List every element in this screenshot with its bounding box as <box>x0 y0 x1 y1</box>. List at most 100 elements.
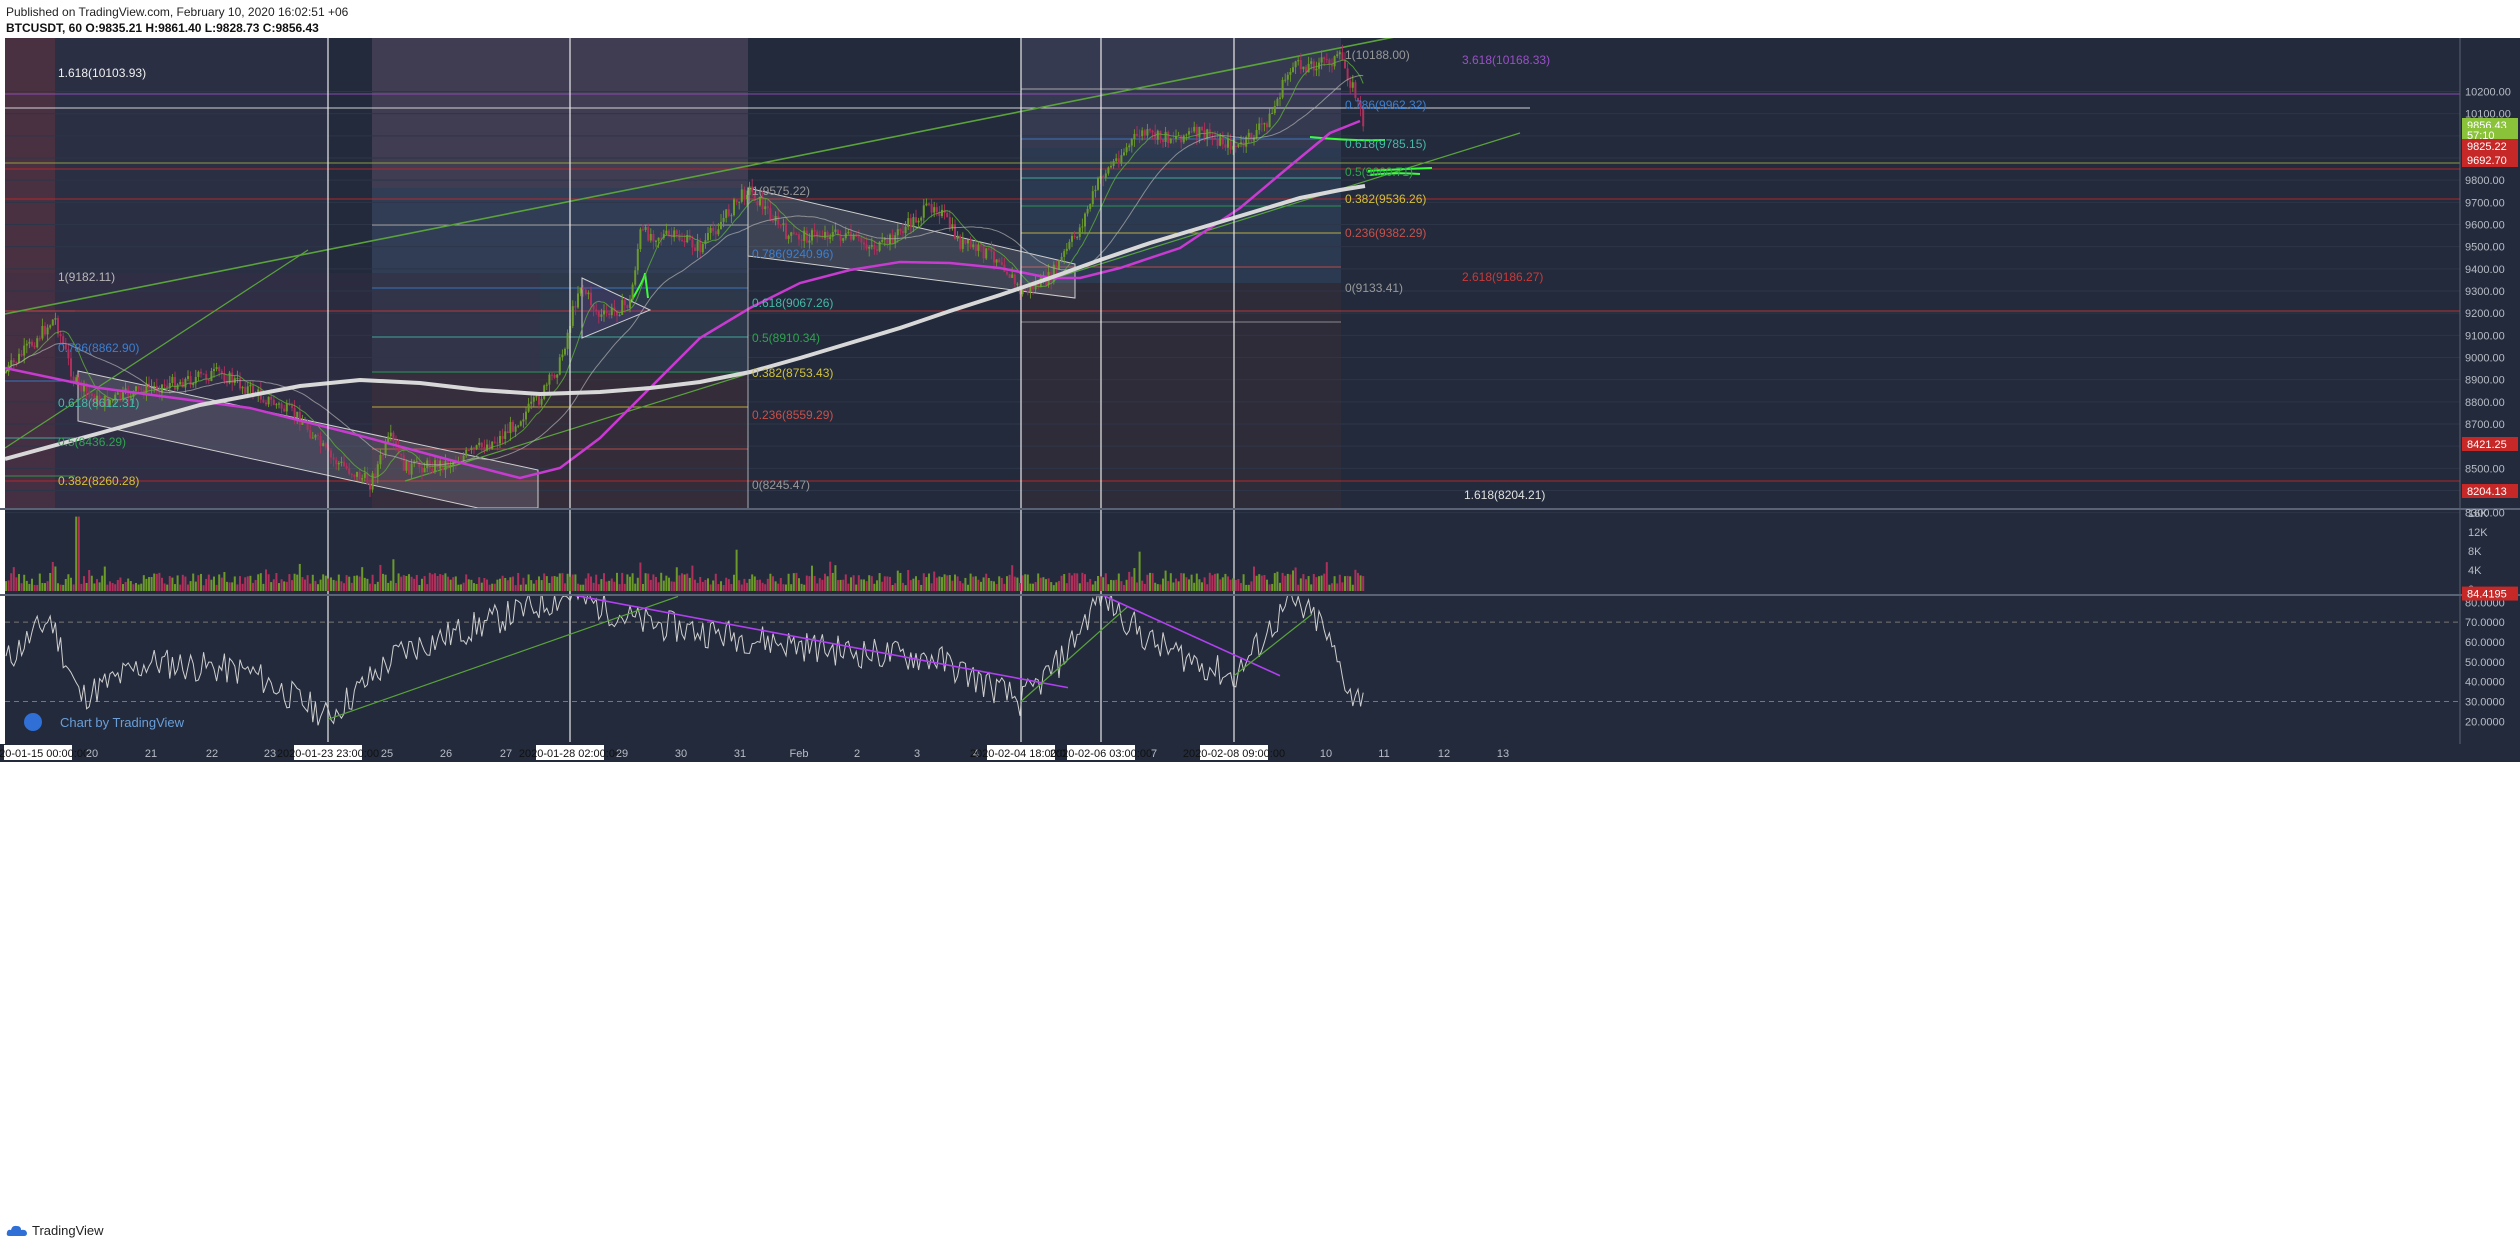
candle-body <box>465 449 468 456</box>
candle-body <box>683 241 686 243</box>
candle <box>275 402 278 409</box>
candle <box>1276 97 1279 107</box>
candle <box>1177 131 1180 137</box>
candle-body <box>306 422 309 430</box>
volume-bar <box>1273 573 1276 591</box>
candle-body <box>405 461 408 471</box>
volume-bar <box>397 573 400 591</box>
volume-bar <box>202 585 205 591</box>
candle-body <box>101 404 104 407</box>
volume-bar <box>98 582 101 591</box>
candle-body <box>392 432 395 442</box>
candle-body <box>707 232 709 241</box>
volume-bar <box>564 583 566 591</box>
candle <box>1359 95 1362 117</box>
candle <box>577 286 579 309</box>
candle <box>1065 243 1068 255</box>
candle <box>938 205 941 224</box>
candle-body <box>402 455 405 471</box>
candle <box>642 224 644 232</box>
candle <box>1190 127 1193 134</box>
volume-bar <box>103 566 106 591</box>
candle <box>657 237 660 248</box>
candle-body <box>1034 283 1037 290</box>
volume-bar <box>969 573 972 591</box>
candle-body <box>176 384 179 390</box>
candle <box>522 412 525 428</box>
candle-body <box>852 234 855 240</box>
candle-body <box>665 230 668 234</box>
candle <box>587 290 590 300</box>
candle-body <box>941 209 943 217</box>
volume-bar <box>389 580 392 591</box>
candle-body <box>1260 123 1263 125</box>
candle-body <box>207 379 210 382</box>
volume-bar <box>298 563 301 591</box>
price-tick-label: 10200.00 <box>2465 87 2511 99</box>
candle-body <box>553 374 556 378</box>
candle <box>1172 131 1175 144</box>
candle <box>717 223 720 237</box>
volume-bar <box>590 576 592 591</box>
candle-body <box>766 206 769 209</box>
candle-body <box>964 239 967 244</box>
candle <box>1229 133 1232 154</box>
volume-bar <box>954 574 956 591</box>
candle-body <box>410 463 413 475</box>
candle-body <box>1221 136 1224 145</box>
candle-body <box>280 403 283 409</box>
volume-bar <box>959 581 962 591</box>
price-tick-label: 9000.00 <box>2465 352 2505 364</box>
candle <box>647 223 650 242</box>
volume-bar <box>135 582 137 591</box>
candle <box>1104 169 1107 182</box>
volume-bar <box>740 584 743 591</box>
volume-bar <box>1013 576 1016 591</box>
candle-body <box>865 244 868 249</box>
volume-bar <box>483 577 486 591</box>
candle-body <box>842 238 845 241</box>
candle-body <box>584 289 587 295</box>
candle-body <box>1232 145 1235 150</box>
candle <box>634 266 637 287</box>
volume-bar <box>1245 584 1248 591</box>
candle-body <box>252 384 254 395</box>
candle <box>803 226 806 249</box>
candle-body <box>686 234 689 243</box>
candle-body <box>1325 59 1328 61</box>
candle-body <box>374 473 377 477</box>
candle-body <box>301 422 304 425</box>
candle <box>743 186 746 205</box>
candle-body <box>1133 133 1136 140</box>
candle <box>795 232 798 235</box>
candle-body <box>1086 208 1089 214</box>
chart-canvas[interactable]: 1.618(10103.93)1(9182.11)0.786(8862.90)0… <box>0 38 2520 1222</box>
candle-body <box>62 336 65 344</box>
volume-bar <box>462 582 465 591</box>
candle <box>369 477 371 497</box>
candle <box>83 380 85 397</box>
rsi-tick-label: 40.0000 <box>2465 677 2505 689</box>
hand-drawn-mark <box>1367 167 1433 176</box>
candle <box>408 460 410 475</box>
candle <box>1146 123 1149 139</box>
price-tick-label: 8800.00 <box>2465 397 2505 409</box>
candle-body <box>1177 134 1180 136</box>
volume-bar <box>1138 551 1141 591</box>
candle-body <box>779 224 782 226</box>
candle <box>116 391 119 395</box>
candle-body <box>883 238 886 240</box>
candle-body <box>298 411 301 425</box>
volume-bar <box>792 573 795 591</box>
volume-bar <box>350 582 353 591</box>
candle <box>922 199 925 224</box>
volume-bar <box>1136 582 1138 591</box>
candle <box>49 324 52 330</box>
volume-bar <box>987 577 990 591</box>
volume-bar <box>816 583 819 591</box>
volume-bar <box>122 584 124 591</box>
volume-bar <box>1016 577 1019 591</box>
time-label-text: 10 <box>1320 748 1332 760</box>
volume-bar <box>1052 585 1055 591</box>
volume-bar <box>319 579 322 591</box>
